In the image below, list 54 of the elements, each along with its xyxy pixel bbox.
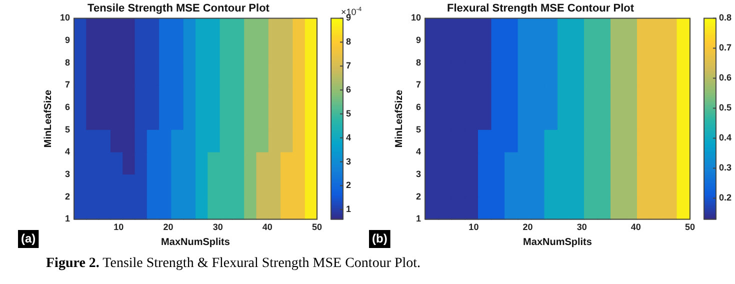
y-tick-label: 4 — [416, 146, 422, 157]
y-tick-label: 3 — [64, 169, 70, 180]
y-tick-label: 4 — [64, 146, 70, 157]
x-axis-title: MaxNumSplits — [161, 236, 230, 248]
color-bar-label: 6 — [346, 84, 352, 94]
y-tick-label: 1 — [416, 214, 422, 224]
x-tick-label: 10 — [114, 222, 124, 232]
color-bar-label: 7 — [346, 60, 352, 71]
x-tick-label: 40 — [630, 222, 641, 232]
y-tick-label: 3 — [416, 169, 422, 180]
y-tick-label: 7 — [416, 80, 422, 90]
x-axis-title: MaxNumSplits — [523, 236, 592, 248]
color-bar-label: 0.2 — [719, 192, 732, 203]
x-tick-label: 30 — [576, 222, 587, 232]
color-bar-label: 1 — [346, 204, 352, 214]
y-tick-label: 6 — [416, 102, 422, 112]
x-tick-label: 20 — [163, 222, 174, 232]
color-bar-label: 3 — [346, 156, 352, 166]
color-bar-label: 4 — [346, 132, 352, 142]
chart-title: Flexural Strength MSE Contour Plot — [446, 2, 634, 15]
y-tick-label: 8 — [64, 57, 70, 68]
color-bar-label: 0.6 — [719, 72, 732, 83]
color-bar-label: 8 — [346, 36, 352, 47]
y-tick-label: 9 — [64, 35, 70, 46]
text: (b) — [372, 231, 388, 246]
x-tick-label: 50 — [312, 222, 322, 232]
x-tick-label: 10 — [468, 222, 479, 232]
color-bar-label: 0.4 — [719, 132, 732, 143]
x-tick-label: 30 — [212, 222, 223, 232]
y-tick-label: 7 — [64, 80, 70, 90]
color-bar-label: 2 — [346, 180, 352, 190]
y-tick-label: 6 — [64, 102, 70, 112]
y-tick-label: 10 — [410, 12, 422, 23]
y-tick-label: 8 — [416, 57, 422, 68]
chart-title: Tensile Strength MSE Contour Plot — [88, 2, 270, 15]
y-tick-label: 2 — [64, 191, 70, 202]
y-axis-title: MinLeafSize — [394, 89, 405, 148]
y-tick-label: 1 — [64, 214, 70, 224]
y-tick-label: 9 — [416, 35, 422, 46]
color-bar-label: 0.3 — [719, 162, 732, 173]
y-tick-label: 2 — [416, 191, 422, 202]
color-bar-label: 0.7 — [719, 42, 732, 53]
y-tick-label: 5 — [64, 124, 70, 134]
x-tick-label: 20 — [522, 222, 533, 232]
color-bar-label: 5 — [346, 108, 352, 118]
color-bar-label: 0.5 — [719, 102, 732, 113]
text: (a) — [21, 231, 36, 246]
caption: Figure 2. Tensile Strength & Flexural Strength MSE Contour Plot. — [46, 256, 422, 272]
x-tick-label: 40 — [262, 222, 272, 232]
y-axis-title: MinLeafSize — [42, 89, 54, 148]
color-bar-label: 0.8 — [719, 12, 732, 23]
y-tick-label: 10 — [60, 12, 70, 23]
y-tick-label: 5 — [416, 124, 422, 134]
x-tick-label: 50 — [684, 222, 696, 232]
